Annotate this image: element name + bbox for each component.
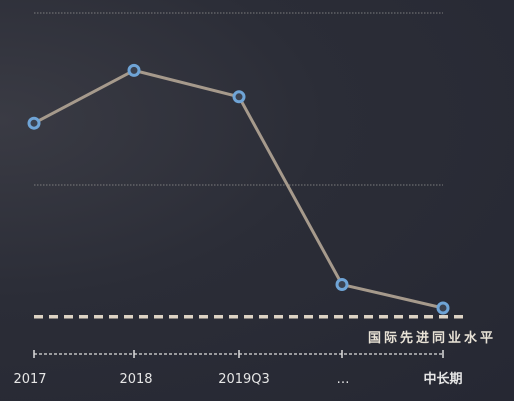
- data-point-1: [127, 63, 141, 77]
- benchmark-label: 国际先进同业水平: [368, 330, 496, 346]
- x-tick-label: 中长期: [423, 371, 462, 387]
- data-point-2: [232, 90, 246, 104]
- x-axis-ticks: 2017 2018 2019Q3 … 中长期: [13, 371, 462, 387]
- x-tick-label: …: [337, 372, 350, 387]
- gridlines: [34, 12, 443, 186]
- x-tick-label: 2018: [119, 372, 152, 387]
- data-point-3: [335, 278, 349, 292]
- data-point-0: [27, 116, 41, 130]
- series-line: [33, 68, 444, 310]
- x-axis: [33, 350, 444, 358]
- benchmark-group: 国际先进同业水平: [34, 315, 496, 346]
- data-point-4: [436, 301, 450, 315]
- data-points: [27, 63, 450, 315]
- x-tick-label: 2019Q3: [218, 372, 270, 387]
- x-tick-label: 2017: [13, 372, 46, 387]
